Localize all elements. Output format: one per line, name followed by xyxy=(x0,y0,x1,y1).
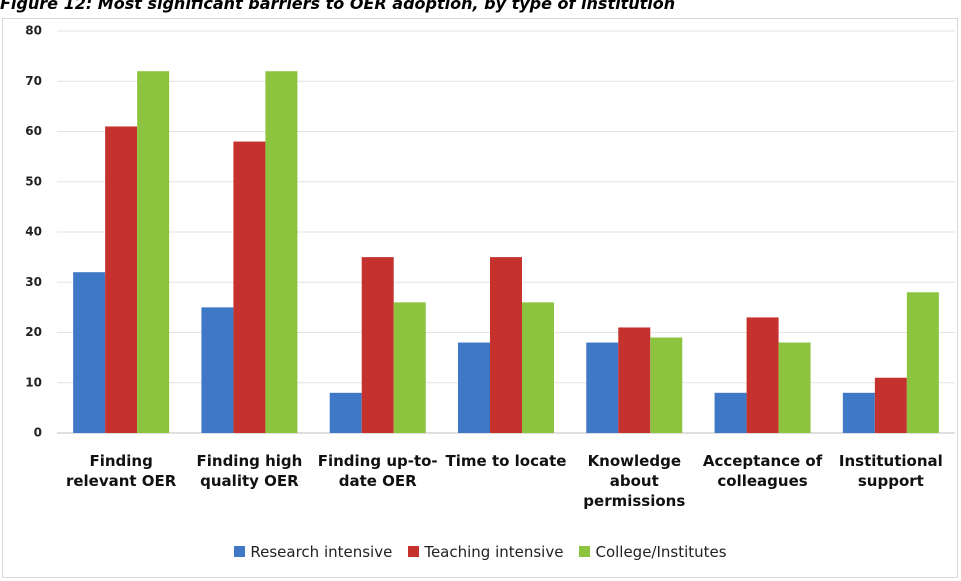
y-tick-label: 0 xyxy=(34,426,42,440)
y-tick-label: 50 xyxy=(25,174,42,188)
legend-item: College/Institutes xyxy=(579,543,727,561)
bar xyxy=(522,302,554,433)
y-tick-label: 30 xyxy=(25,275,42,289)
legend-label: College/Institutes xyxy=(595,543,727,561)
bar xyxy=(650,337,683,433)
x-tick-label: Institutional support xyxy=(838,452,943,490)
bar xyxy=(137,71,170,433)
y-tick-label: 60 xyxy=(25,124,42,138)
legend-label: Teaching intensive xyxy=(424,543,564,561)
y-tick-label: 40 xyxy=(25,225,42,239)
y-tick-label: 20 xyxy=(25,325,42,339)
bar xyxy=(842,392,875,433)
y-tick-label: 70 xyxy=(25,74,42,88)
legend-item: Teaching intensive xyxy=(408,543,563,561)
bar xyxy=(618,327,651,433)
y-tick-label: 10 xyxy=(25,375,42,389)
bar xyxy=(73,272,106,433)
bar xyxy=(265,71,298,433)
bar xyxy=(201,307,234,433)
x-tick-label: Finding up-to-date OER xyxy=(317,452,438,490)
bar xyxy=(361,257,394,433)
legend-label: Research intensive xyxy=(250,543,393,561)
chart-frame xyxy=(2,18,958,578)
x-tick-label: Knowledge about permissions xyxy=(583,452,686,510)
bar xyxy=(329,392,362,433)
x-tick-label: Finding relevant OER xyxy=(65,452,177,490)
bar xyxy=(746,317,779,433)
bar xyxy=(714,392,747,433)
x-tick-label: Time to locate xyxy=(445,452,567,470)
legend-item: Research intensive xyxy=(234,543,392,561)
legend-swatch xyxy=(234,546,246,557)
legend: Research intensive Teaching intensive Coll… xyxy=(0,543,961,561)
bar xyxy=(906,292,939,433)
bar xyxy=(393,302,426,433)
x-tick-label: Finding high quality OER xyxy=(196,452,303,490)
bar xyxy=(458,342,490,433)
bar xyxy=(233,141,266,434)
chart-title: Figure 12: Most significant barriers to … xyxy=(0,0,676,13)
y-tick-label: 80 xyxy=(25,24,42,38)
legend-swatch xyxy=(579,546,591,557)
x-tick-label: Acceptance of colleagues xyxy=(702,452,823,490)
bar xyxy=(490,257,522,433)
bar xyxy=(105,126,138,433)
bar xyxy=(778,342,811,433)
legend-swatch xyxy=(408,546,420,557)
bar xyxy=(586,342,619,433)
bar xyxy=(874,377,907,433)
